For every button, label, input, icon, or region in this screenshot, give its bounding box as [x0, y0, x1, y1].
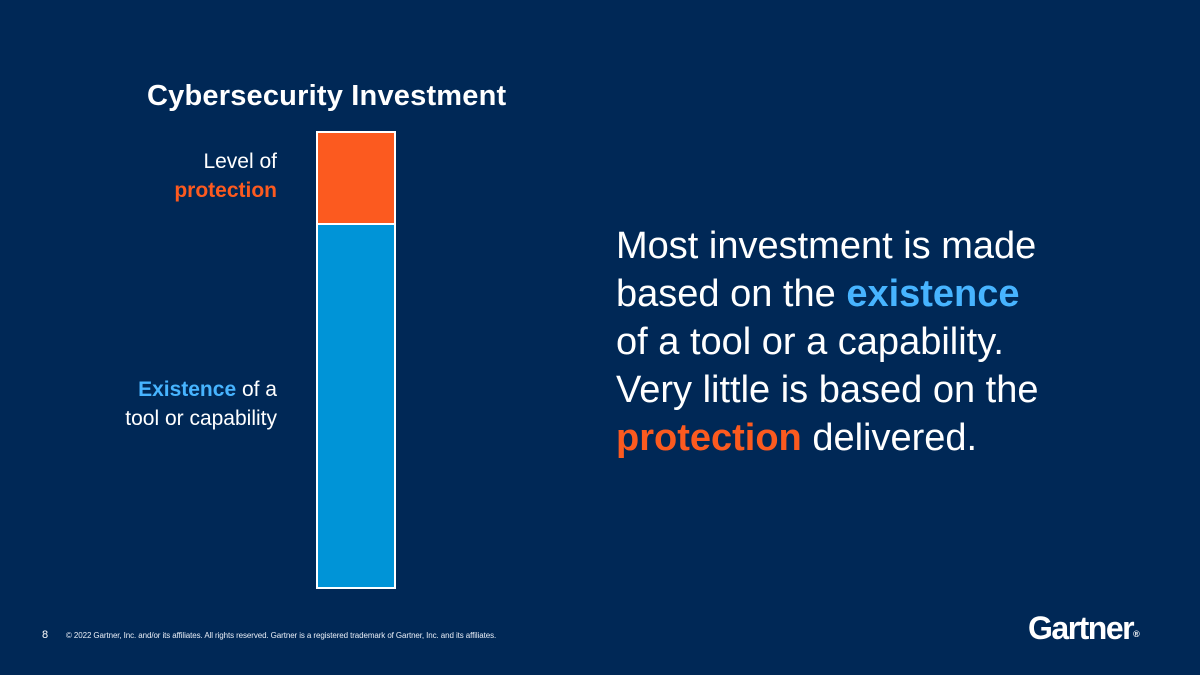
- message-line2-text: based on the: [616, 273, 847, 315]
- logo-text: Gartner: [1028, 610, 1135, 646]
- existence-label-highlight: Existence: [138, 378, 237, 401]
- protection-label-line1: Level of: [203, 150, 277, 173]
- existence-label-line2: tool or capability: [125, 407, 277, 430]
- protection-label: Level of protection: [174, 147, 277, 205]
- existence-label-rest: of a: [236, 378, 277, 401]
- message-line4: Very little is based on the: [616, 369, 1039, 411]
- copyright-notice: © 2022 Gartner, Inc. and/or its affiliat…: [66, 631, 497, 640]
- key-message: Most investment is made based on the exi…: [616, 222, 1038, 462]
- message-line1: Most investment is made: [616, 225, 1037, 267]
- investment-bar: [316, 131, 396, 589]
- message-line5-text: delivered.: [801, 417, 978, 459]
- chart-title: Cybersecurity Investment: [147, 80, 507, 112]
- message-line3: of a tool or a capability.: [616, 321, 1004, 363]
- registered-mark: ®: [1133, 629, 1140, 639]
- protection-label-line2: protection: [174, 179, 277, 202]
- existence-label: Existence of a tool or capability: [125, 375, 277, 433]
- gartner-logo: Gartner®: [1028, 610, 1140, 647]
- bar-segment-protection: [318, 133, 394, 223]
- bar-segment-existence: [318, 225, 394, 587]
- message-protection-highlight: protection: [616, 417, 802, 459]
- page-number: 8: [42, 629, 49, 641]
- message-existence-highlight: existence: [846, 273, 1020, 315]
